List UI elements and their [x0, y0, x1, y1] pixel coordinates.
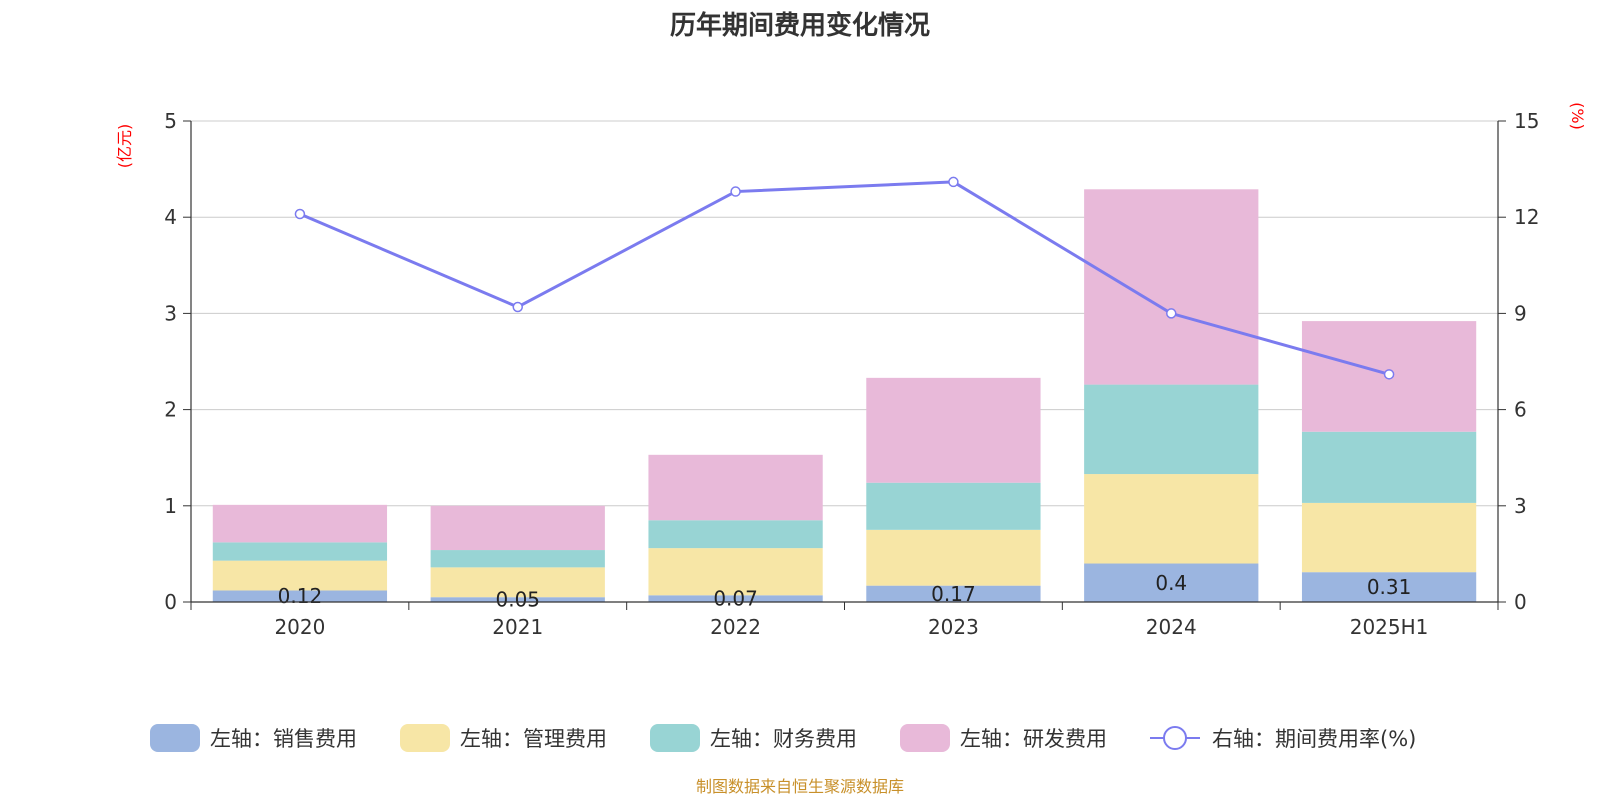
rate-point	[948, 176, 959, 188]
bar-segment	[1301, 572, 1477, 602]
bar-segment	[212, 542, 388, 561]
left-axis-unit: (亿元)	[115, 124, 134, 169]
rate-point	[730, 186, 741, 197]
right-tick-label: 3	[1514, 494, 1527, 518]
x-tick-label: 2022	[710, 615, 761, 639]
bar-segment	[430, 597, 605, 602]
bar-segment	[430, 550, 605, 568]
legend-label: 左轴：研发费用	[960, 727, 1107, 751]
x-tick-label: 2024	[1146, 615, 1197, 639]
bar-segment	[866, 529, 1041, 586]
rate-point	[512, 301, 523, 313]
left-tick-label: 1	[164, 494, 177, 518]
rate-line	[299, 180, 1390, 376]
bar-segment	[1301, 502, 1477, 573]
right-tick-label: 6	[1514, 398, 1527, 422]
data-label: 0.31	[1367, 575, 1412, 599]
left-tick-label: 2	[164, 398, 177, 422]
legend-swatch	[150, 724, 200, 752]
legend-label: 左轴：销售费用	[210, 727, 357, 751]
bar-segment	[430, 505, 605, 551]
rate-point	[1383, 369, 1395, 380]
data-label: 0.12	[278, 584, 323, 608]
rate-point	[294, 208, 306, 220]
legend-label: 右轴：期间费用率(%)	[1212, 727, 1416, 751]
bar-segment	[866, 377, 1041, 483]
x-tick-label: 2021	[492, 615, 543, 639]
right-tick-label: 15	[1514, 109, 1539, 133]
left-tick-label: 0	[164, 590, 177, 614]
legend-swatch	[650, 724, 700, 752]
bar-segment	[648, 454, 823, 521]
bar-segment	[1084, 189, 1259, 385]
legend-swatch	[400, 724, 450, 752]
bar-segment	[1301, 431, 1477, 503]
bar-segment	[866, 482, 1041, 530]
bar-segment	[1084, 563, 1259, 602]
bar-segment	[648, 548, 823, 596]
x-tick-label: 2023	[928, 615, 979, 639]
right-axis-unit: (%)	[1568, 102, 1587, 130]
left-tick-label: 5	[164, 109, 177, 133]
legend-swatch	[900, 724, 950, 752]
data-label: 0.07	[713, 587, 758, 611]
right-tick-label: 9	[1514, 301, 1527, 325]
bar-segment	[866, 585, 1041, 602]
chart-title: 历年期间费用变化情况	[670, 10, 930, 41]
source-note: 制图数据来自恒生聚源数据库	[696, 777, 904, 796]
data-label: 0.4	[1155, 571, 1187, 595]
bar-segment	[648, 520, 823, 549]
left-tick-label: 4	[164, 205, 177, 229]
rate-point	[1166, 308, 1177, 319]
line-series	[294, 176, 1395, 380]
legend: 左轴：销售费用 左轴：管理费用 左轴：财务费用 左轴：研发费用 右轴：期间费用率(%)	[150, 724, 1416, 752]
left-tick-label: 3	[164, 301, 177, 325]
legend-label: 左轴：财务费用	[710, 727, 857, 751]
bar-segment	[212, 560, 388, 591]
right-tick-label: 12	[1514, 205, 1539, 229]
bar-segment	[212, 504, 388, 543]
bar-segment	[212, 590, 388, 602]
x-tick-label: 2025H1	[1350, 615, 1429, 639]
right-tick-label: 0	[1514, 590, 1527, 614]
x-tick-label: 2020	[274, 615, 325, 639]
legend-label: 左轴：管理费用	[460, 727, 607, 751]
bar-segment	[648, 595, 823, 602]
bar-segment	[430, 567, 605, 598]
bar-series: 0.12 0.05 0.07 0.17 0.4 0.31	[212, 189, 1477, 612]
data-label: 0.05	[495, 588, 540, 612]
legend-marker	[1163, 726, 1187, 750]
bar-segment	[1084, 384, 1259, 475]
bar-segment	[1084, 474, 1259, 564]
